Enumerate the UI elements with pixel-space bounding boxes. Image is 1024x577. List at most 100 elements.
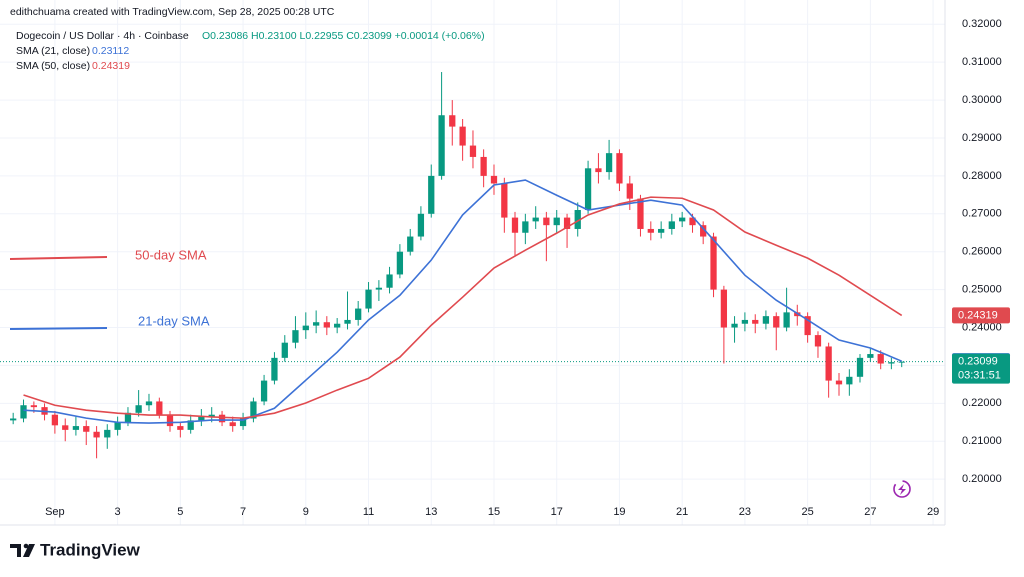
candle-body (365, 289, 372, 309)
candle-body (334, 323, 341, 328)
candle-body (30, 405, 38, 408)
candle-body (62, 425, 69, 430)
candle-body (804, 316, 811, 336)
candle-body (616, 153, 623, 184)
candle-body (386, 274, 393, 288)
annotation-line (9, 327, 108, 330)
y-tick-label: 0.26000 (962, 246, 1002, 258)
y-tick-label: 0.21000 (962, 435, 1002, 447)
candle-body (271, 357, 278, 381)
x-tick-label: 11 (363, 506, 374, 518)
candle-body (93, 431, 100, 438)
y-tick-label: 0.28000 (962, 170, 1002, 182)
candle-body (898, 361, 905, 363)
candle-body (595, 168, 602, 173)
candle-body (532, 217, 539, 222)
candle-body (239, 418, 247, 427)
y-tick-label: 0.22000 (962, 397, 1002, 409)
x-tick-label: 7 (240, 506, 246, 518)
y-tick-label: 0.32000 (962, 18, 1002, 30)
candle-body (10, 418, 17, 421)
candle-body (250, 401, 257, 419)
candle-body (469, 145, 477, 157)
logo-icon (10, 543, 35, 557)
logo-text: TradingView (40, 540, 141, 559)
x-tick-label: 25 (802, 506, 814, 518)
candle-body (208, 414, 215, 417)
candle-body (814, 335, 822, 347)
candle-body (720, 289, 728, 328)
legend-value: 0.23112 (92, 45, 129, 57)
y-tick-label: 0.30000 (962, 94, 1002, 106)
candle-body (417, 213, 425, 237)
legend-name: SMA (21, close) (16, 45, 90, 57)
y-tick-label: 0.29000 (962, 132, 1002, 144)
candle-body (877, 354, 884, 364)
plot (0, 72, 945, 459)
annotation: 50-day SMA (135, 247, 207, 262)
candle-body (522, 221, 529, 233)
x-tick-label: 15 (488, 506, 500, 518)
x-tick-label: Sep (45, 506, 65, 518)
candle-body (563, 217, 571, 229)
candle-body (605, 153, 613, 173)
candle-body (689, 217, 696, 226)
candle-body (187, 420, 194, 430)
candle-body (72, 426, 80, 430)
candle-body (626, 183, 633, 199)
candle-body (762, 316, 770, 324)
candle-body (752, 319, 759, 324)
legend-name: SMA (50, close) (16, 60, 90, 72)
assistant-icon (893, 480, 911, 498)
candle-body (888, 362, 895, 364)
legend-value: 0.24319 (92, 60, 130, 72)
candle-body (281, 342, 288, 358)
candle-body (260, 380, 268, 402)
candle-body (825, 346, 832, 381)
x-tick-label: 9 (303, 506, 309, 518)
candle-body (700, 225, 707, 237)
candle-body (218, 414, 226, 423)
candle-body (480, 156, 487, 176)
y-tick-label: 0.20000 (962, 473, 1002, 485)
candle-body (355, 308, 362, 320)
candle-body (396, 251, 404, 275)
candle-body (835, 380, 843, 385)
y-tick-label: 0.27000 (962, 208, 1002, 220)
x-tick-label: 19 (613, 506, 625, 518)
x-tick-label: 29 (927, 506, 939, 518)
candle-body (104, 429, 111, 438)
candle-body (846, 376, 853, 385)
ohlc-legend: O0.23086 H0.23100 L0.22955 C0.23099 +0.0… (202, 30, 485, 42)
price-tag (952, 307, 1010, 324)
candle-body (679, 217, 686, 222)
candle-body (166, 414, 174, 427)
candle-body (731, 323, 738, 328)
candle-body (438, 115, 445, 176)
x-tick-label: 13 (425, 506, 437, 518)
candle-body (511, 217, 519, 233)
price-tag-label: 0.23099 (958, 356, 998, 368)
candle-body (574, 210, 581, 229)
candle-body (428, 175, 435, 214)
candle-body (584, 168, 592, 211)
price-tag-label: 0.24319 (958, 309, 998, 321)
candle-body (647, 228, 654, 233)
candle-body (637, 198, 644, 229)
candle-body (344, 319, 351, 324)
candle-body (51, 414, 59, 426)
candle-body (741, 319, 749, 324)
candle-body (773, 316, 780, 328)
candle-body (867, 354, 874, 358)
countdown: 03:31:51 (958, 370, 1001, 382)
y-tick-label: 0.24000 (962, 321, 1002, 333)
candle-body (135, 405, 142, 413)
candle-body (658, 228, 665, 233)
candle-body (553, 217, 560, 226)
candle-body (302, 325, 309, 331)
candle-body (292, 330, 299, 343)
candle-body (490, 175, 498, 184)
x-tick-label: 21 (676, 506, 688, 518)
